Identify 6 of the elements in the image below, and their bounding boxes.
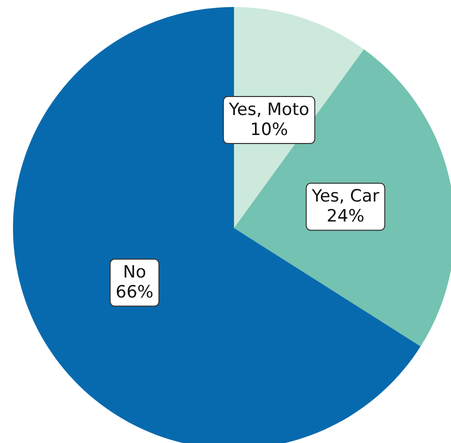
slice-label: Yes, Moto [228,100,310,120]
slice-label: Yes, Car [310,186,380,207]
data-label: 10% [250,120,288,140]
slice-label: No [122,262,146,283]
data-label: 24% [326,206,364,227]
data-label: 66% [116,282,154,303]
